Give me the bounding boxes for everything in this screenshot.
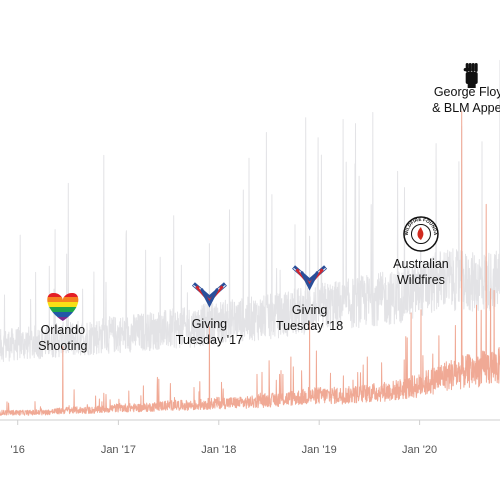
rainbow-heart-icon bbox=[47, 292, 79, 321]
annotation: THE WILDFIRE FOUNDATIONAustralianWildfir… bbox=[0, 0, 449, 287]
annotation-label: Giving Tuesday '17 bbox=[176, 317, 243, 347]
x-tick-label: Jan '18 bbox=[201, 444, 236, 456]
annotation: Giving Tuesday '17 bbox=[176, 282, 243, 347]
annotations-layer: Orlando Shooting Giving Tuesday '17 Giving Tu… bbox=[0, 0, 500, 353]
gray-series-line bbox=[0, 59, 500, 362]
series-layer bbox=[0, 59, 500, 416]
annotation-label: Australian Wildfires bbox=[393, 257, 449, 287]
x-tick-label: Jan '19 bbox=[302, 444, 337, 456]
annotation: Orlando Shooting bbox=[38, 292, 88, 353]
raised-fist-icon bbox=[463, 63, 478, 88]
annotation: George Floyd& BLM Appeal bbox=[432, 63, 500, 115]
chevron-heart-icon bbox=[292, 265, 328, 291]
x-tick-label: Jan '17 bbox=[101, 444, 136, 456]
x-tick-label: '16 bbox=[11, 444, 25, 456]
annotation-label: Giving Tuesday '18 bbox=[276, 303, 343, 333]
annotation-label: George Floyd& BLM Appeal bbox=[432, 85, 500, 115]
annotation: Giving Tuesday '18 bbox=[276, 265, 343, 333]
annotation-label: Orlando Shooting bbox=[38, 323, 87, 353]
chevron-heart-icon bbox=[191, 282, 227, 308]
orange-series-line bbox=[0, 110, 500, 416]
x-tick-label: Jan '20 bbox=[402, 444, 437, 456]
